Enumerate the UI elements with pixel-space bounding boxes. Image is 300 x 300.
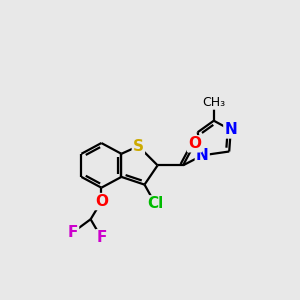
Text: CH₃: CH₃	[202, 96, 225, 109]
Text: S: S	[133, 139, 144, 154]
Text: O: O	[188, 136, 201, 151]
Text: F: F	[96, 230, 106, 245]
Text: N: N	[196, 148, 208, 163]
Text: F: F	[68, 225, 78, 240]
Text: Cl: Cl	[147, 196, 164, 211]
Text: N: N	[224, 122, 237, 137]
Text: O: O	[95, 194, 108, 209]
